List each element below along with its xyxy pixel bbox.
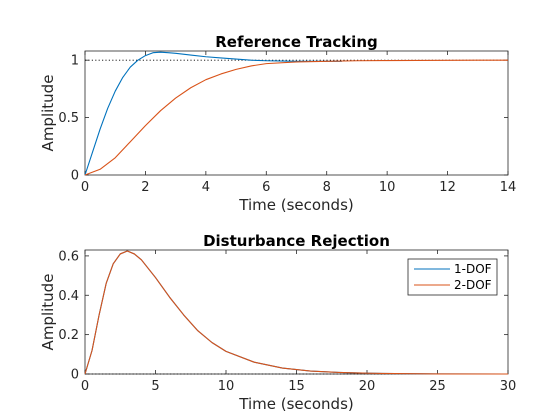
disturbance-rejection-plot: 0 5 10 15 20 25 30 0 0.2 0.4 0.6 Disturbance Reject… <box>39 232 516 413</box>
series-line-2 <box>84 250 509 375</box>
x-tick-label: 10 <box>379 180 396 195</box>
series-line-1 <box>84 51 342 176</box>
legend-entry-2: 2-DOF <box>454 278 492 292</box>
x-tick-label: 30 <box>500 379 517 394</box>
chart-title: Disturbance Rejection <box>203 232 390 250</box>
x-tick-label: 20 <box>359 379 376 394</box>
reference-tracking-plot: 0 2 4 6 8 10 12 14 0 0.5 1 Reference Tracking Time (… <box>39 33 516 214</box>
chart-title: Reference Tracking <box>215 33 378 51</box>
y-tick-label: 0 <box>71 169 79 184</box>
axes-box <box>84 50 509 176</box>
x-tick-label: 0 <box>81 379 89 394</box>
x-tick-label: 14 <box>500 180 517 195</box>
legend-box <box>407 258 498 296</box>
y-axis-label: Amplitude <box>39 274 57 351</box>
x-tick-label: 8 <box>323 180 331 195</box>
x-tick-label: 5 <box>151 379 159 394</box>
x-tick-label: 0 <box>81 180 89 195</box>
series-line-2 <box>84 59 508 176</box>
x-tick-label: 4 <box>202 180 210 195</box>
legend: 1-DOF 2-DOF <box>407 258 498 296</box>
x-tick-label: 2 <box>141 180 149 195</box>
legend-entry-1: 1-DOF <box>454 262 492 276</box>
y-axis-label: Amplitude <box>39 75 57 152</box>
y-tick-label: 0.5 <box>58 111 79 126</box>
y-tick-label: 0.2 <box>58 328 79 343</box>
x-tick-label: 6 <box>262 180 270 195</box>
y-tick-label: 0 <box>71 368 79 383</box>
x-tick-label: 15 <box>288 379 305 394</box>
y-tick-label: 0.4 <box>58 289 79 304</box>
x-axis-label: Time (seconds) <box>238 395 354 413</box>
x-tick-label: 12 <box>439 180 456 195</box>
x-tick-label: 25 <box>429 379 446 394</box>
y-tick-label: 0.6 <box>58 249 79 264</box>
x-axis-label: Time (seconds) <box>238 196 354 214</box>
x-tick-label: 10 <box>218 379 235 394</box>
y-tick-label: 1 <box>71 54 79 69</box>
